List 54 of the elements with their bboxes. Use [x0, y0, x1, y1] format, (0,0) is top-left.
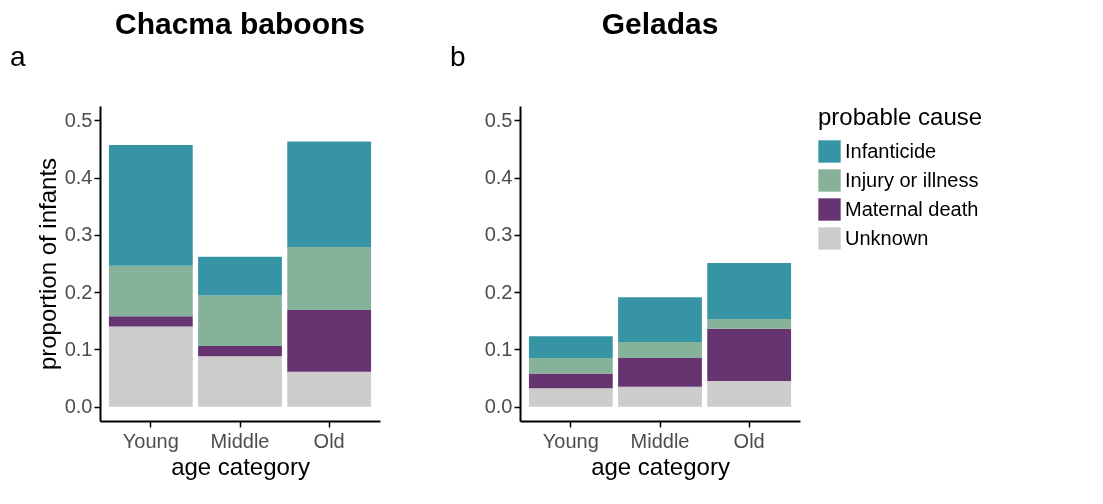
legend-title: probable cause — [818, 103, 983, 130]
bar — [198, 295, 282, 346]
bar — [198, 256, 282, 296]
bar — [108, 326, 193, 407]
x-tick-label: Old — [733, 429, 765, 452]
bar — [528, 358, 613, 374]
x-axis-title: age category — [591, 452, 730, 480]
y-tick-label: 0.5 — [484, 108, 513, 131]
bar — [108, 265, 193, 317]
text: b — [450, 41, 466, 72]
bar — [707, 319, 792, 329]
bar — [287, 246, 372, 310]
y-tick-label: 0.3 — [484, 223, 513, 246]
y-tick-label: 0.5 — [64, 108, 93, 131]
bar — [528, 373, 613, 389]
bar — [618, 358, 702, 387]
x-tick-label: Middle — [630, 429, 690, 452]
bar — [618, 297, 702, 342]
bar — [707, 262, 792, 320]
legend-label: Maternal death — [845, 197, 979, 220]
y-tick-label: 0.4 — [484, 166, 513, 189]
bar — [198, 345, 282, 357]
bar — [198, 356, 282, 407]
legend-label: Unknown — [845, 226, 929, 249]
bar — [528, 336, 613, 358]
x-tick-label: Middle — [210, 429, 270, 452]
y-tick-label: 0.3 — [64, 223, 93, 246]
y-tick-label: 0.0 — [484, 395, 513, 418]
bar — [528, 388, 613, 407]
chart-title: Chacma baboons — [114, 7, 366, 40]
bar — [707, 380, 792, 407]
y-tick-label: 0.2 — [64, 280, 93, 303]
x-tick-label: Young — [122, 429, 179, 452]
bar — [618, 341, 702, 358]
y-tick-label: 0.0 — [64, 395, 93, 418]
x-tick-label: Young — [542, 429, 599, 452]
legend-label: Infanticide — [845, 139, 937, 162]
text: a — [10, 41, 26, 72]
legend-label: Injury or illness — [845, 168, 979, 191]
y-tick-label: 0.4 — [64, 166, 93, 189]
bar — [618, 386, 702, 407]
y-tick-label: 0.1 — [64, 337, 93, 360]
bar — [287, 309, 372, 372]
chart-title: Geladas — [601, 7, 719, 40]
bar — [287, 141, 372, 247]
y-tick-label: 0.2 — [484, 280, 513, 303]
bar — [108, 144, 193, 266]
y-tick-label: 0.1 — [484, 337, 513, 360]
bar — [707, 328, 792, 381]
x-axis-title: age category — [171, 452, 310, 480]
x-tick-label: Old — [313, 429, 345, 452]
bar — [287, 371, 372, 407]
y-axis-title: proportion of infants — [33, 157, 61, 371]
bar — [108, 316, 193, 327]
